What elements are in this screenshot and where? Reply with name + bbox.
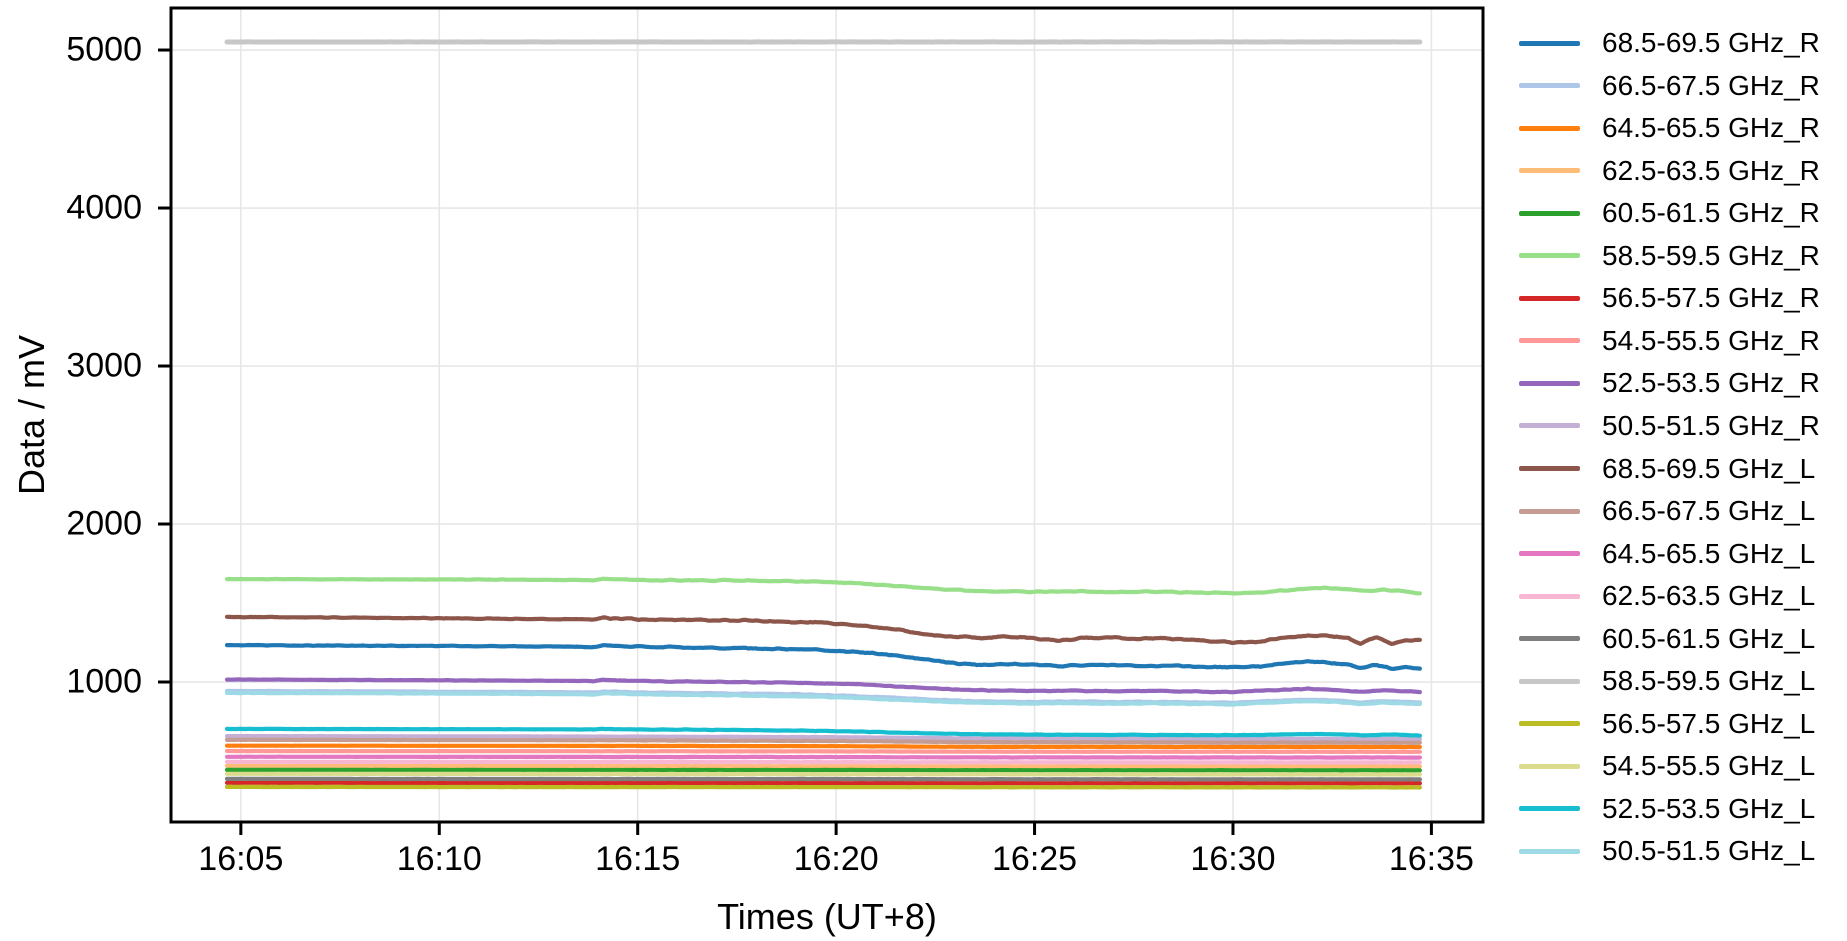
axis-ticks	[158, 48, 1433, 835]
series-line-52.5-53.5-GHz_R	[224, 677, 1422, 695]
x-tick-label: 16:10	[396, 840, 482, 878]
x-tick-label: 16:25	[992, 840, 1078, 878]
y-tick-label: 2000	[66, 504, 142, 543]
plot-border	[169, 6, 1485, 824]
series-line-50.5-51.5-GHz_R	[224, 733, 1422, 742]
y-tick-label: 4000	[66, 188, 142, 227]
series-line-52.5-53.5-GHz_L	[224, 726, 1422, 738]
series-line-68.5-69.5-GHz_R	[224, 642, 1422, 671]
x-tick-label: 16:05	[198, 840, 284, 878]
x-tick-label: 16:15	[595, 840, 681, 878]
x-tick-label: 16:30	[1190, 840, 1276, 878]
x-tick-label: 16:20	[793, 840, 879, 878]
series-line-64.5-65.5-GHz_L	[224, 754, 1422, 760]
y-tick-label: 5000	[66, 30, 142, 69]
series-line-58.5-59.5-GHz_R	[224, 576, 1422, 596]
y-tick-label: 1000	[66, 662, 142, 701]
series-line-54.5-55.5-GHz_L	[224, 771, 1422, 777]
series-lines	[224, 39, 1423, 790]
series-line-56.5-57.5-GHz_L	[224, 784, 1422, 790]
series-line-56.5-57.5-GHz_R	[224, 780, 1422, 786]
series-line-54.5-55.5-GHz_R	[224, 748, 1422, 755]
x-tick-label: 16:35	[1388, 840, 1474, 878]
series-line-60.5-61.5-GHz_R	[224, 767, 1422, 773]
series-line-64.5-65.5-GHz_R	[224, 743, 1422, 750]
x-axis-label: Times (UT+8)	[717, 896, 937, 937]
y-tick-label: 3000	[66, 346, 142, 385]
series-line-66.5-67.5-GHz_L	[224, 737, 1422, 745]
series-line-68.5-69.5-GHz_L	[224, 614, 1422, 646]
series-line-62.5-63.5-GHz_L	[224, 759, 1422, 765]
series-line-62.5-63.5-GHz_R	[224, 763, 1422, 769]
series-line-50.5-51.5-GHz_L	[224, 690, 1422, 707]
series-line-60.5-61.5-GHz_L	[224, 776, 1422, 782]
gridlines	[171, 8, 1483, 822]
